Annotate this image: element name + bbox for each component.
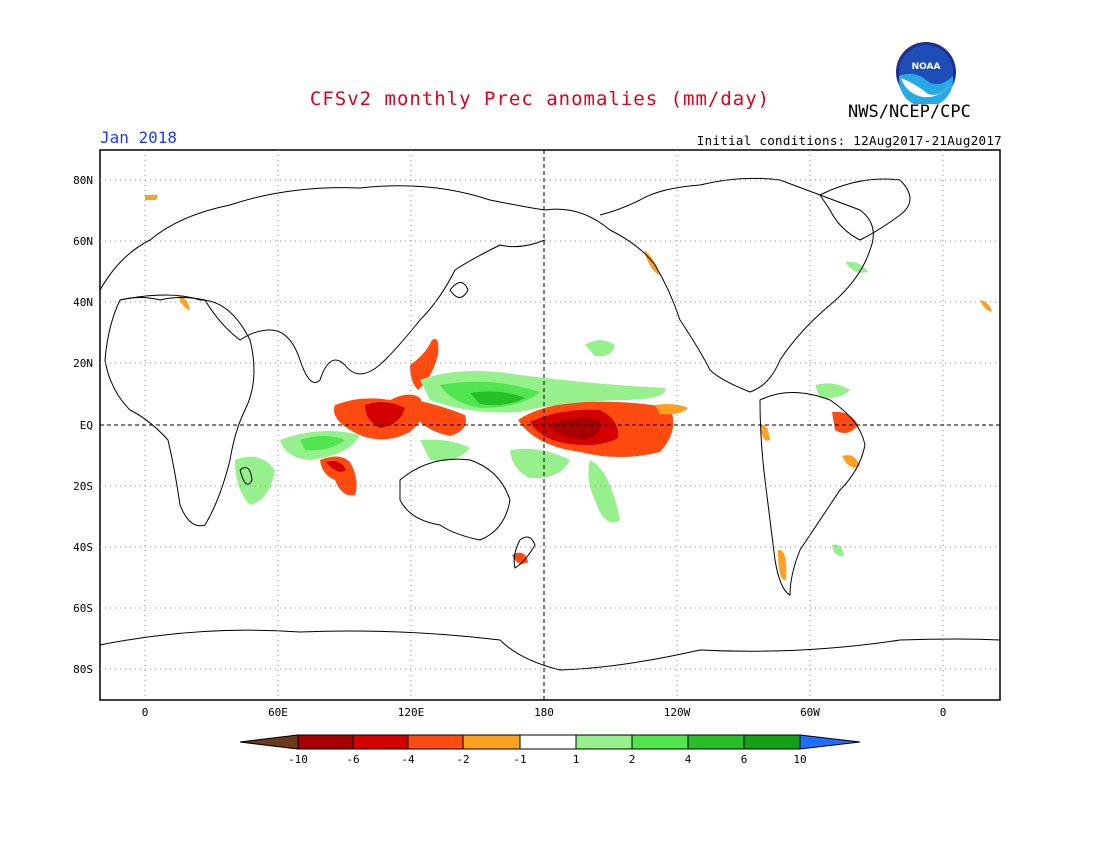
legend-tick-label: -2 [456, 753, 469, 766]
legend-swatch [632, 735, 688, 749]
legend-tick-label: -4 [401, 753, 415, 766]
lon-label: 60E [268, 706, 288, 719]
coastline-south-america [759, 392, 866, 596]
lat-label: 40S [73, 541, 93, 554]
lon-label: 120W [664, 706, 691, 719]
lon-label: 180 [534, 706, 554, 719]
noaa-logo-text: NOAA [912, 62, 941, 72]
legend-tick-label: -10 [288, 753, 308, 766]
legend-swatch [520, 735, 576, 749]
lat-label: 80S [73, 663, 93, 676]
coastline-japan [449, 282, 469, 298]
legend-tick-label: -1 [513, 753, 526, 766]
lat-label: 60S [73, 602, 93, 615]
coastline-eurasia [99, 185, 546, 383]
longitude-labels: 0 60E 120E 180 120W 60W 0 [142, 706, 947, 719]
coastline-madagascar [239, 467, 253, 485]
coastline-greenland [819, 178, 911, 241]
legend-swatch-above-max [800, 735, 860, 749]
anomaly-field [145, 195, 992, 581]
legend-swatch [353, 735, 408, 749]
legend-swatch [408, 735, 463, 749]
coastline-north-america [544, 177, 874, 393]
legend-tick-label: -6 [346, 753, 359, 766]
legend-tick-label: 1 [573, 753, 580, 766]
noaa-logo: NOAA [896, 42, 956, 104]
coastline-australia [399, 458, 511, 541]
lat-label: 20S [73, 480, 93, 493]
legend-tick-label: 6 [741, 753, 748, 766]
lat-label: 60N [73, 235, 93, 248]
legend-swatch [688, 735, 744, 749]
legend-tick-label: 10 [793, 753, 806, 766]
coastline-africa [104, 294, 255, 527]
forecast-period-label: Jan 2018 [100, 128, 178, 147]
lon-label: 60W [800, 706, 820, 719]
coastlines [99, 177, 1001, 671]
lon-label: 120E [398, 706, 425, 719]
chart-title: CFSv2 monthly Prec anomalies (mm/day) [309, 88, 771, 110]
legend-swatch [744, 735, 800, 749]
coastline-antarctica [99, 629, 1001, 671]
initial-conditions-label: Initial conditions: 12Aug2017-21Aug2017 [696, 133, 1002, 148]
lat-label: 80N [73, 174, 93, 187]
color-legend: -10 -6 -4 -2 -1 1 2 4 6 10 [239, 734, 861, 766]
latitude-labels: 80N 60N 40N 20N EQ 20S 40S 60S 80S [73, 174, 93, 676]
lon-label: 0 [142, 706, 149, 719]
coastline-new-zealand [513, 536, 536, 569]
lon-label: 0 [940, 706, 947, 719]
legend-swatch [576, 735, 632, 749]
legend-tick-label: 2 [629, 753, 636, 766]
lat-label: 40N [73, 296, 93, 309]
legend-swatch-below-min [240, 735, 298, 749]
legend-tick-label: 4 [685, 753, 692, 766]
legend-swatch [298, 735, 353, 749]
agency-label: NWS/NCEP/CPC [848, 102, 971, 122]
lat-label: 20N [73, 357, 93, 370]
legend-swatch [463, 735, 520, 749]
lat-label: EQ [80, 419, 93, 432]
